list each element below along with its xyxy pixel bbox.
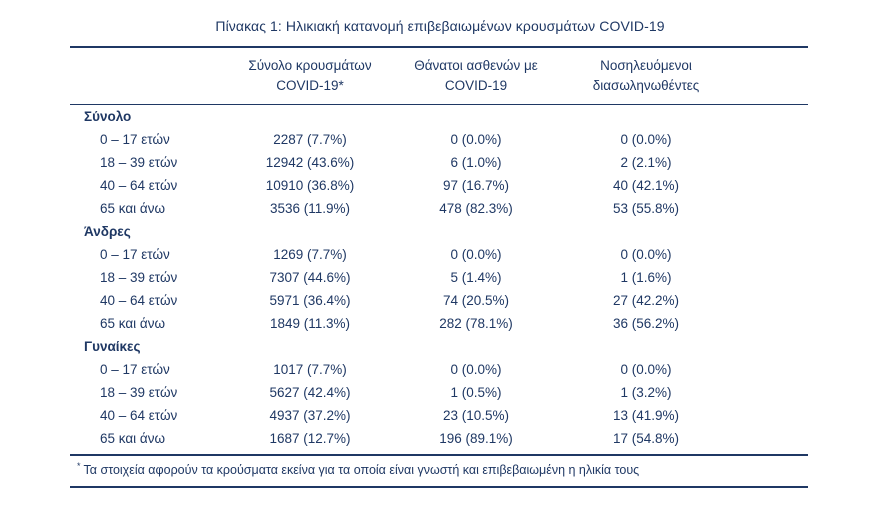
intubated-value: 53 (55.8%) <box>612 201 680 217</box>
cases-value: 5971 (36.4%) <box>269 293 351 309</box>
intubated-value: 2 (2.1%) <box>620 155 672 171</box>
spacer-cell <box>735 289 808 312</box>
header-deaths: Θάνατοι ασθενών με COVID-19 <box>395 47 557 106</box>
intubated-value: 17 (54.8%) <box>612 431 680 447</box>
cases-value: 4937 (37.2%) <box>269 408 351 424</box>
deaths-value: 6 (1.0%) <box>450 155 502 171</box>
age-label: 65 και άνω <box>100 201 166 217</box>
data-row: 65 και άνω 1849 (11.3%) 282 (78.1%) 36 (56.… <box>70 312 808 335</box>
age-label: 40 – 64 ετών <box>100 408 178 424</box>
intubated-value: 36 (56.2%) <box>612 316 680 332</box>
age-label: 18 – 39 ετών <box>100 270 178 286</box>
section-row: Άνδρες <box>70 220 808 243</box>
header-intubated-line1: Νοσηλευόμενοι <box>600 58 692 73</box>
data-row: 0 – 17 ετών 1017 (7.7%) 0 (0.0%) 0 (0.0%) <box>70 358 808 381</box>
footnote: * Τα στοιχεία αφορούν τα κρούσματα εκείνα… <box>70 456 808 488</box>
cases-value: 2287 (7.7%) <box>273 132 347 148</box>
section-label: Σύνολο <box>84 109 132 125</box>
header-cases: Σύνολο κρουσμάτων COVID-19* <box>225 47 395 106</box>
footnote-text: Τα στοιχεία αφορούν τα κρούσματα εκείνα … <box>83 463 640 478</box>
section-label: Άνδρες <box>84 224 131 240</box>
intubated-value: 0 (0.0%) <box>620 362 672 378</box>
spacer-cell <box>735 312 808 335</box>
table-body: Σύνολο 0 – 17 ετών 2287 (7.7%) 0 (0.0%) 0 (0… <box>70 105 808 456</box>
age-label: 0 – 17 ετών <box>100 247 170 263</box>
spacer-cell <box>735 243 808 266</box>
spacer-cell <box>735 358 808 381</box>
cases-value: 1849 (11.3%) <box>269 316 351 332</box>
deaths-value: 196 (89.1%) <box>439 431 513 447</box>
data-row: 18 – 39 ετών 7307 (44.6%) 5 (1.4%) 1 (1.6%) <box>70 266 808 289</box>
spacer-cell <box>735 174 808 197</box>
deaths-value: 0 (0.0%) <box>450 132 502 148</box>
intubated-value: 40 (42.1%) <box>612 178 680 194</box>
deaths-value: 74 (20.5%) <box>442 293 510 309</box>
intubated-value: 27 (42.2%) <box>612 293 680 309</box>
table-container: Σύνολο κρουσμάτων COVID-19* Θάνατοι ασθε… <box>70 46 808 488</box>
footnote-marker: * <box>77 461 81 472</box>
deaths-value: 282 (78.1%) <box>439 316 513 332</box>
data-row: 40 – 64 ετών 5971 (36.4%) 74 (20.5%) 27 (42… <box>70 289 808 312</box>
data-row: 65 και άνω 3536 (11.9%) 478 (82.3%) 53 (55.… <box>70 197 808 220</box>
cases-value: 12942 (43.6%) <box>265 155 355 171</box>
header-deaths-line1: Θάνατοι ασθενών με <box>414 58 538 73</box>
deaths-value: 0 (0.0%) <box>450 247 502 263</box>
section-row: Γυναίκες <box>70 335 808 358</box>
header-deaths-line2: COVID-19 <box>444 77 508 93</box>
spacer-cell <box>735 404 808 427</box>
cases-value: 5627 (42.4%) <box>269 385 351 401</box>
intubated-value: 0 (0.0%) <box>620 132 672 148</box>
section-row: Σύνολο <box>70 105 808 129</box>
deaths-value: 1 (0.5%) <box>450 385 502 401</box>
spacer-cell <box>735 427 808 455</box>
data-row: 18 – 39 ετών 12942 (43.6%) 6 (1.0%) 2 (2.1%… <box>70 151 808 174</box>
header-cases-line1: Σύνολο κρουσμάτων <box>248 58 372 73</box>
deaths-value: 0 (0.0%) <box>450 362 502 378</box>
age-label: 0 – 17 ετών <box>100 362 170 378</box>
header-intubated-line2: διασωληνωθέντες <box>592 77 700 93</box>
header-row: Σύνολο κρουσμάτων COVID-19* Θάνατοι ασθε… <box>70 47 808 106</box>
intubated-value: 13 (41.9%) <box>612 408 680 424</box>
age-label: 40 – 64 ετών <box>100 293 178 309</box>
age-label: 18 – 39 ετών <box>100 385 178 401</box>
spacer-cell <box>735 197 808 220</box>
age-label: 18 – 39 ετών <box>100 155 178 171</box>
data-row: 0 – 17 ετών 1269 (7.7%) 0 (0.0%) 0 (0.0%) <box>70 243 808 266</box>
age-label: 65 και άνω <box>100 431 166 447</box>
header-empty-cell <box>70 47 225 106</box>
age-label: 0 – 17 ετών <box>100 132 170 148</box>
intubated-value: 0 (0.0%) <box>620 247 672 263</box>
data-row: 40 – 64 ετών 10910 (36.8%) 97 (16.7%) 40 (4… <box>70 174 808 197</box>
data-row: 40 – 64 ετών 4937 (37.2%) 23 (10.5%) 13 (41… <box>70 404 808 427</box>
deaths-value: 23 (10.5%) <box>442 408 510 424</box>
data-table: Σύνολο κρουσμάτων COVID-19* Θάνατοι ασθε… <box>70 46 808 457</box>
cases-value: 1687 (12.7%) <box>269 431 351 447</box>
cases-value: 1017 (7.7%) <box>273 362 347 378</box>
cases-value: 7307 (44.6%) <box>269 270 351 286</box>
header-spacer-cell <box>735 47 808 106</box>
age-label: 65 και άνω <box>100 316 166 332</box>
data-row: 18 – 39 ετών 5627 (42.4%) 1 (0.5%) 1 (3.2%) <box>70 381 808 404</box>
deaths-value: 478 (82.3%) <box>439 201 513 217</box>
intubated-value: 1 (1.6%) <box>620 270 672 286</box>
table-header: Σύνολο κρουσμάτων COVID-19* Θάνατοι ασθε… <box>70 47 808 106</box>
spacer-cell <box>735 381 808 404</box>
data-row: 0 – 17 ετών 2287 (7.7%) 0 (0.0%) 0 (0.0%) <box>70 128 808 151</box>
data-row: 65 και άνω 1687 (12.7%) 196 (89.1%) 17 (54.… <box>70 427 808 455</box>
header-cases-line2: COVID-19* <box>276 77 344 93</box>
deaths-value: 97 (16.7%) <box>442 178 510 194</box>
spacer-cell <box>735 128 808 151</box>
spacer-cell <box>735 266 808 289</box>
table-title: Πίνακας 1: Ηλικιακή κατανομή επιβεβαιωμέ… <box>215 18 665 34</box>
age-label: 40 – 64 ετών <box>100 178 178 194</box>
cases-value: 10910 (36.8%) <box>265 178 355 194</box>
header-intubated: Νοσηλευόμενοι διασωληνωθέντες <box>557 47 735 106</box>
cases-value: 3536 (11.9%) <box>269 201 351 217</box>
section-label: Γυναίκες <box>84 339 141 355</box>
deaths-value: 5 (1.4%) <box>450 270 502 286</box>
spacer-cell <box>735 151 808 174</box>
cases-value: 1269 (7.7%) <box>273 247 347 263</box>
intubated-value: 1 (3.2%) <box>620 385 672 401</box>
